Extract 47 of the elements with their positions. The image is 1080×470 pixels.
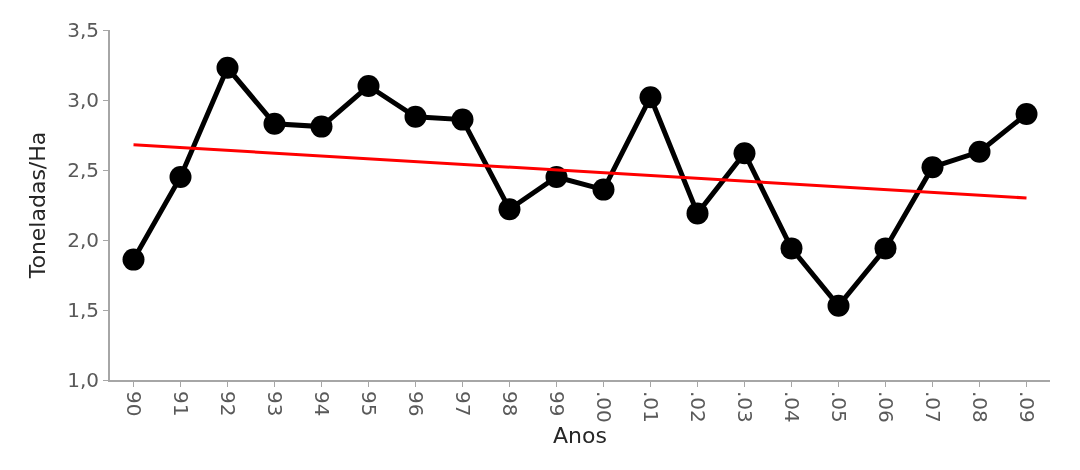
x-tick-label: .00 [592, 391, 616, 423]
point [169, 166, 192, 188]
x-axis-title: Anos [553, 422, 607, 448]
x-tick-label: 99 [545, 391, 569, 417]
x-tick-label: 95 [357, 391, 381, 417]
x-tick-label: .02 [686, 391, 710, 423]
x-tick-label: 91 [169, 391, 193, 417]
point [592, 178, 615, 201]
y-axis-title: Toneladas/Ha [25, 131, 51, 280]
point [122, 248, 145, 271]
y-tick-label: 1,0 [67, 368, 99, 392]
point [310, 115, 333, 138]
y-tick-label: 2,5 [67, 158, 99, 182]
point [780, 237, 803, 260]
point [263, 112, 286, 135]
point [968, 140, 991, 163]
x-tick-label: .09 [1015, 391, 1039, 423]
x-tick-label: .07 [921, 391, 945, 423]
point [921, 156, 944, 179]
x-tick-label: .04 [780, 391, 804, 423]
point [216, 56, 239, 79]
x-tick-label: 90 [122, 391, 146, 417]
x-tick-label: 94 [310, 391, 334, 417]
point [639, 86, 662, 109]
x-tick-label: .06 [874, 391, 898, 423]
point [357, 75, 380, 97]
y-tick-label: 3,5 [67, 18, 99, 42]
point [498, 198, 521, 221]
x-tick-label: 96 [404, 391, 428, 417]
x-tick-label: .08 [968, 391, 992, 423]
point [451, 108, 474, 131]
point [404, 105, 427, 128]
point [686, 202, 709, 225]
x-tick-label: 92 [216, 391, 240, 417]
x-tick-label: .05 [827, 391, 851, 423]
y-tick-label: 2,0 [67, 228, 99, 252]
x-tick-label: .03 [733, 391, 757, 423]
point [1015, 103, 1038, 125]
y-tick-label: 1,5 [67, 298, 99, 322]
x-tick-label: 98 [498, 391, 522, 417]
y-tick-label: 3,0 [67, 88, 99, 112]
point [827, 294, 850, 317]
x-tick-label: 97 [451, 391, 475, 417]
x-tick-label: 93 [263, 391, 287, 417]
x-tick-label: .01 [639, 391, 663, 423]
point [874, 237, 897, 260]
point [733, 142, 756, 165]
